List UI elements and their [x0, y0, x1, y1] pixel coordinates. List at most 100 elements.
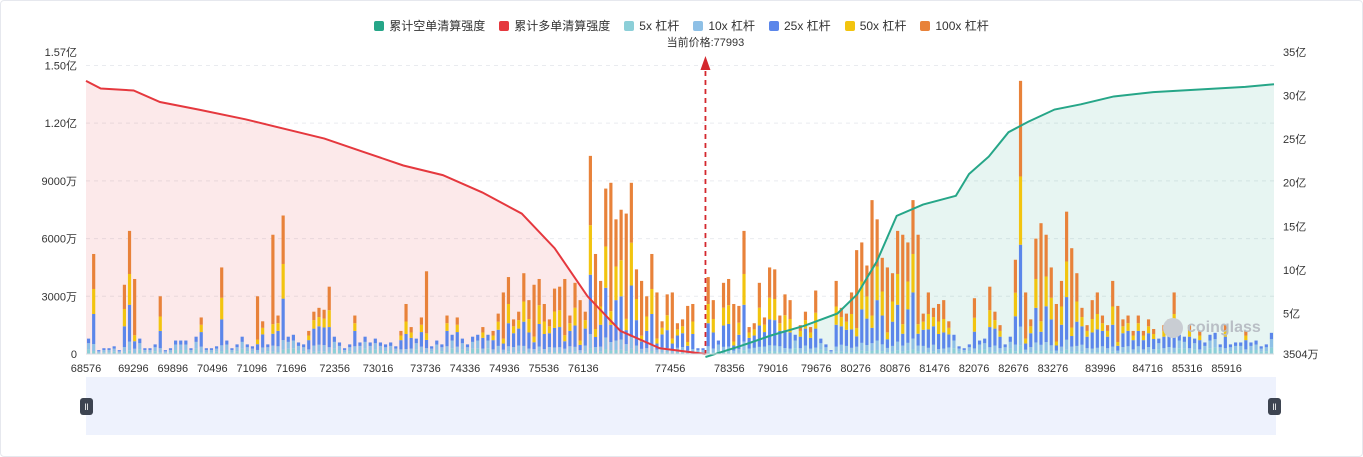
- bar-segment: [1239, 345, 1243, 351]
- bar-segment: [255, 344, 260, 350]
- bar-segment: [327, 310, 331, 328]
- bar-segment: [332, 348, 336, 354]
- bar-segment: [947, 327, 951, 335]
- slider-handle-left[interactable]: ll: [80, 398, 93, 415]
- bar-segment: [937, 303, 941, 322]
- bar-segment: [1146, 319, 1151, 327]
- bar-segment: [174, 349, 178, 354]
- bar-segment: [558, 310, 562, 328]
- bar-segment: [255, 349, 260, 353]
- bar-segment: [727, 278, 731, 306]
- bar-segment: [952, 348, 956, 354]
- bar-segment: [430, 348, 434, 352]
- bar-segment: [967, 351, 971, 354]
- bar-segment: [1126, 323, 1130, 331]
- bar-segment: [1146, 347, 1151, 353]
- bar-segment: [721, 282, 726, 308]
- bar-segment: [880, 344, 884, 352]
- bar-segment: [501, 349, 505, 353]
- bar-segment: [368, 350, 372, 354]
- bar-segment: [163, 351, 167, 353]
- bar-segment: [1208, 334, 1212, 341]
- bar-segment: [645, 296, 649, 317]
- legend-item-2[interactable]: 5x 杠杆: [624, 17, 679, 34]
- bar-segment: [445, 315, 449, 324]
- bar-segment: [634, 320, 639, 346]
- bar-segment: [588, 225, 592, 275]
- bar-segment: [752, 329, 756, 336]
- bar-segment: [1070, 327, 1074, 337]
- bar-segment: [839, 307, 843, 318]
- zoom-slider[interactable]: [86, 377, 1276, 435]
- bar-segment: [578, 352, 582, 354]
- x-tick: 78356: [714, 363, 745, 375]
- bar-segment: [885, 352, 889, 354]
- bar-segment: [609, 350, 613, 354]
- bar-segment: [506, 351, 511, 354]
- bar-segment: [450, 340, 454, 349]
- bar-segment: [1218, 351, 1222, 354]
- legend-item-0[interactable]: 累计空单清算强度: [374, 17, 485, 34]
- bar-segment: [455, 352, 459, 354]
- bar-segment: [721, 325, 726, 347]
- bar-segment: [522, 273, 526, 302]
- bar-segment: [1111, 306, 1115, 325]
- bar-segment: [419, 317, 423, 325]
- bar-segment: [271, 351, 275, 354]
- bar-segment: [593, 336, 598, 347]
- bar-segment: [1234, 345, 1238, 351]
- bar-segment: [778, 323, 782, 331]
- bar-segment: [1090, 352, 1094, 354]
- bar-segment: [880, 291, 884, 316]
- legend-item-3[interactable]: 10x 杠杆: [693, 17, 755, 34]
- legend-item-6[interactable]: 100x 杠杆: [920, 17, 989, 34]
- bar-segment: [491, 349, 495, 353]
- legend-item-4[interactable]: 25x 杠杆: [769, 17, 831, 34]
- bar-segment: [1034, 278, 1038, 308]
- bar-segment: [337, 345, 342, 351]
- bar-segment: [404, 348, 408, 353]
- y-left-tick: 3000万: [42, 291, 77, 303]
- bar-segment: [1095, 292, 1099, 314]
- bar-segment: [788, 318, 792, 333]
- bar-segment: [399, 352, 403, 354]
- bar-segment: [1146, 326, 1151, 334]
- bar-segment: [337, 342, 342, 346]
- bar-segment: [133, 335, 137, 342]
- bar-segment: [122, 326, 126, 348]
- bar-segment: [322, 327, 326, 346]
- bar-segment: [220, 267, 224, 298]
- bar-segment: [778, 346, 782, 353]
- bar-segment: [906, 309, 910, 343]
- bar-segment: [235, 347, 239, 352]
- bar-segment: [532, 336, 536, 343]
- bar-segment: [266, 347, 270, 352]
- bar-segment: [220, 297, 224, 320]
- bar-segment: [353, 323, 357, 331]
- bar-segment: [737, 349, 741, 353]
- bar-segment: [793, 340, 797, 349]
- bar-segment: [353, 352, 357, 354]
- bar-segment: [860, 350, 864, 354]
- bar-segment: [983, 343, 987, 350]
- bar-segment: [1203, 345, 1207, 351]
- bar-segment: [552, 327, 557, 348]
- bar-segment: [778, 352, 782, 354]
- bar-segment: [1203, 342, 1207, 346]
- bar-segment: [1152, 333, 1156, 339]
- bar-segment: [1024, 338, 1028, 344]
- bar-segment: [839, 317, 843, 327]
- bar-segment: [383, 351, 388, 354]
- bar-segment: [604, 349, 608, 354]
- bar-segment: [655, 292, 659, 339]
- slider-handle-right[interactable]: ll: [1268, 398, 1281, 415]
- bar-segment: [855, 346, 859, 352]
- bar-segment: [896, 304, 900, 342]
- legend-label: 100x 杠杆: [935, 19, 989, 33]
- bar-segment: [1244, 330, 1248, 336]
- legend-item-1[interactable]: 累计多单清算强度: [499, 17, 610, 34]
- x-tick: 71096: [236, 363, 267, 375]
- legend-item-5[interactable]: 50x 杠杆: [844, 17, 906, 34]
- legend-swatch: [374, 20, 385, 31]
- bar-segment: [409, 327, 413, 333]
